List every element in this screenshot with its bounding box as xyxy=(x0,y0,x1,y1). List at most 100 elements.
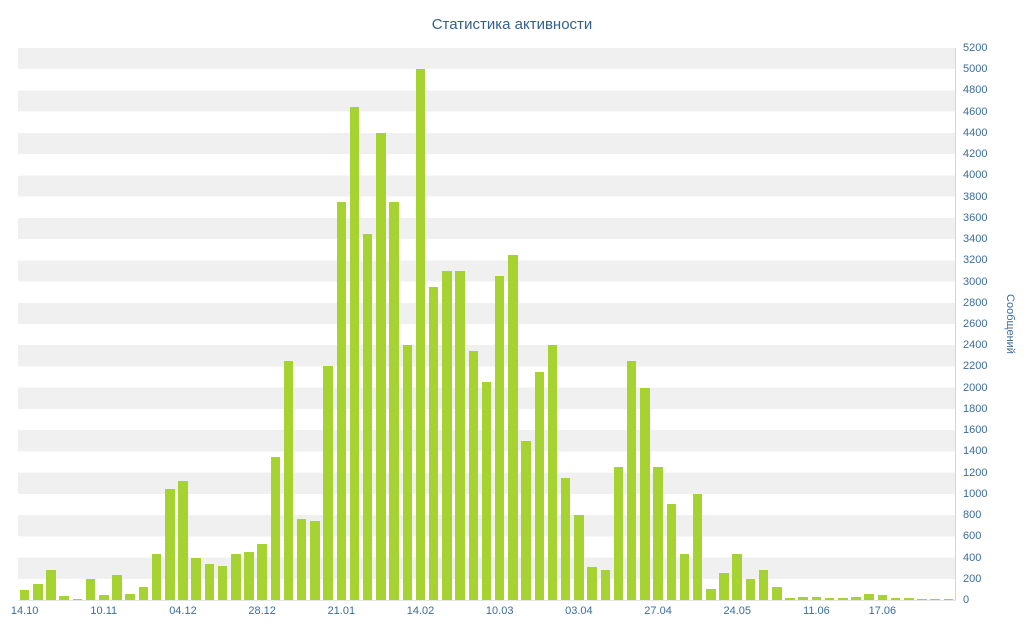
bar xyxy=(653,467,663,600)
x-axis-labels: 14.10 10.11 04.12 28.12 21.01 14.02 10.03 03.04… xyxy=(11,605,955,621)
bar xyxy=(547,345,558,600)
bar xyxy=(402,345,413,600)
y-axis-labels: 0 200 400 600 800 1000 1200 1400 1600 1800 2000 220… xyxy=(958,42,1004,606)
y-tick-label: 600 xyxy=(963,530,982,543)
y-tick-label: 2800 xyxy=(963,296,988,309)
bar xyxy=(877,594,888,600)
bar xyxy=(336,201,347,600)
bar xyxy=(125,593,135,600)
bar xyxy=(679,554,690,600)
bar xyxy=(494,276,505,600)
bar xyxy=(930,598,940,600)
bar xyxy=(85,578,96,600)
y-tick-label: 1200 xyxy=(963,466,988,479)
bar xyxy=(745,578,756,600)
bar xyxy=(428,286,439,600)
bar xyxy=(112,574,122,600)
bar xyxy=(798,596,808,600)
bar xyxy=(217,566,228,600)
bar xyxy=(99,594,109,600)
bar xyxy=(270,456,281,600)
y-tick-label: 800 xyxy=(963,509,982,522)
y-tick-label: 4600 xyxy=(963,105,988,118)
y-tick-label: 2200 xyxy=(963,360,988,373)
x-tick-label: 03.04 xyxy=(565,605,593,617)
bar xyxy=(560,477,571,600)
bar xyxy=(415,69,426,600)
bar xyxy=(323,366,333,600)
y-axis-title: Сообщений xyxy=(1004,294,1017,354)
bar xyxy=(310,521,320,600)
bar xyxy=(785,597,795,600)
y-tick-label: 4200 xyxy=(963,148,988,161)
bar xyxy=(706,589,716,600)
bar xyxy=(758,570,769,600)
bar xyxy=(613,467,624,600)
bar xyxy=(851,596,861,600)
y-tick-label: 3400 xyxy=(963,233,988,246)
bar xyxy=(59,595,69,600)
bar xyxy=(600,570,611,600)
x-tick-label: 11.06 xyxy=(803,605,830,617)
bar xyxy=(574,515,584,600)
bar xyxy=(640,387,650,600)
y-tick-label: 2600 xyxy=(963,318,988,330)
bar xyxy=(33,584,43,600)
y-tick-label: 5200 xyxy=(963,42,988,54)
y-tick-label: 400 xyxy=(963,551,982,564)
bar xyxy=(468,350,479,600)
bar xyxy=(864,593,874,600)
bar xyxy=(943,598,954,600)
y-tick-label: 200 xyxy=(963,572,982,585)
bar xyxy=(283,361,294,600)
bar xyxy=(521,440,531,600)
y-tick-label: 4400 xyxy=(963,126,988,139)
y-tick-label: 2000 xyxy=(963,381,988,394)
y-tick-label: 2400 xyxy=(963,339,988,352)
bar xyxy=(362,233,373,600)
x-tick-label: 24.05 xyxy=(723,605,751,617)
bar xyxy=(151,554,162,600)
y-tick-label: 3200 xyxy=(963,254,988,267)
plot-area xyxy=(18,48,956,601)
bar xyxy=(376,132,386,600)
bar xyxy=(917,598,927,600)
y-tick-label: 3000 xyxy=(963,275,988,288)
bar xyxy=(455,270,465,600)
x-tick-label: 10.11 xyxy=(90,605,118,617)
x-tick-label: 04.12 xyxy=(169,605,197,617)
x-tick-label: 27.04 xyxy=(644,605,672,617)
bar xyxy=(508,255,518,600)
bar xyxy=(890,597,901,600)
bar xyxy=(692,493,703,600)
x-tick-label: 28.12 xyxy=(248,605,276,617)
y-tick-label: 1400 xyxy=(963,445,988,458)
bar xyxy=(811,596,822,600)
bar xyxy=(772,587,782,600)
bar xyxy=(666,504,676,600)
bar xyxy=(165,488,175,600)
y-tick-label: 0 xyxy=(963,594,970,606)
bar xyxy=(732,554,742,600)
bar xyxy=(204,563,215,600)
bar xyxy=(824,597,835,600)
bar xyxy=(838,597,848,600)
y-tick-label: 4800 xyxy=(963,84,988,97)
bar xyxy=(534,371,545,600)
x-tick-label: 10.03 xyxy=(485,605,514,617)
bar xyxy=(349,107,360,600)
bar xyxy=(72,598,83,600)
bar xyxy=(178,481,188,600)
bar xyxy=(138,587,149,600)
y-tick-label: 1800 xyxy=(963,402,988,415)
x-tick-label: 17.06 xyxy=(868,605,897,617)
y-tick-label: 1000 xyxy=(963,487,988,500)
bar xyxy=(389,201,399,600)
bar xyxy=(626,361,637,600)
x-tick-label: 21.01 xyxy=(327,605,356,617)
bar xyxy=(719,573,729,600)
x-tick-label: 14.02 xyxy=(406,605,435,617)
bar xyxy=(587,567,597,600)
bar xyxy=(481,382,492,600)
x-tick-label: 14.10 xyxy=(10,605,39,617)
